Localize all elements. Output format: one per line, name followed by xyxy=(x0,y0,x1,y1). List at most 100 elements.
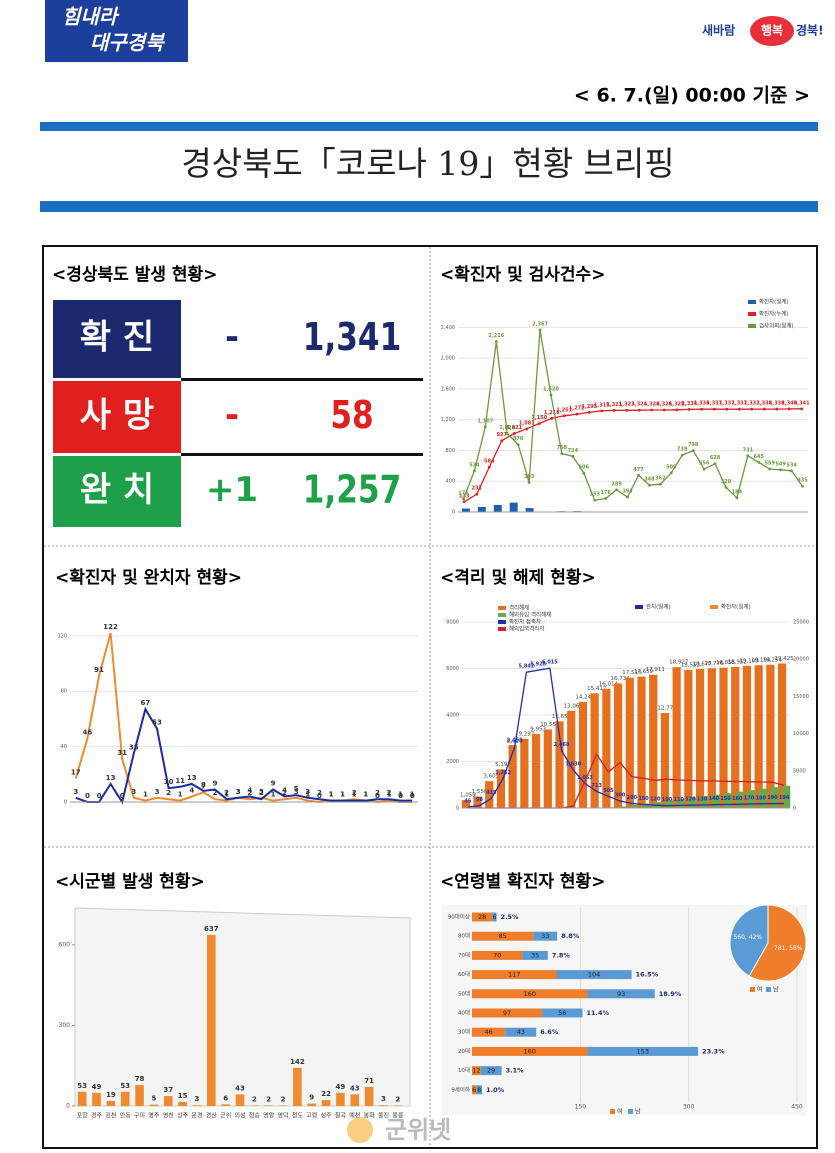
status-label-box xyxy=(53,381,181,453)
point xyxy=(462,500,466,504)
point xyxy=(680,453,684,457)
bar xyxy=(207,934,216,1106)
bar xyxy=(473,796,482,808)
bar xyxy=(106,1100,116,1106)
data-label: 731 xyxy=(743,447,754,453)
data-label: 1 xyxy=(340,791,345,799)
data-label: 1,337 xyxy=(744,401,760,407)
x-tick-label: 450 xyxy=(791,1104,803,1111)
bar xyxy=(531,733,541,808)
data-label: 758 xyxy=(557,445,568,451)
data-label: 12,774 xyxy=(657,705,677,711)
data-label: 49 xyxy=(92,1083,102,1091)
pie-label: 781, 58% xyxy=(774,945,803,952)
data-label: 3 xyxy=(155,788,160,796)
bar xyxy=(307,1103,317,1106)
x-tick-label: 의성 xyxy=(234,1112,245,1120)
data-label: 160 xyxy=(732,796,743,802)
bar xyxy=(472,1066,481,1076)
data-label: 628 xyxy=(710,455,721,461)
point xyxy=(512,432,516,435)
logo-text: 대구경북 xyxy=(90,31,165,55)
y-tick-label: 4000 xyxy=(446,713,459,719)
data-label: 534 xyxy=(786,462,797,468)
point xyxy=(735,496,739,500)
status-change: +1 xyxy=(206,470,258,510)
status-total: 1,257 xyxy=(303,469,402,513)
bar xyxy=(293,1067,302,1106)
data-label: 49 xyxy=(336,1083,346,1091)
point xyxy=(724,485,728,489)
data-label: 2 xyxy=(259,789,264,797)
point xyxy=(637,408,641,412)
bar xyxy=(250,1105,259,1106)
bar xyxy=(766,664,775,808)
data-label: 46 xyxy=(83,728,93,736)
data-label: 120 xyxy=(685,797,696,803)
point xyxy=(600,409,604,413)
legend-swatch xyxy=(498,606,506,610)
bar xyxy=(379,1105,388,1106)
data-label: 117 xyxy=(508,971,520,979)
data-label: 320 xyxy=(721,479,732,485)
data-label: 1,251 xyxy=(556,407,572,413)
data-label: 2 xyxy=(281,1095,286,1103)
data-label: 0 xyxy=(97,792,102,800)
data-label: 1,324 xyxy=(631,402,647,408)
data-label: 1 xyxy=(410,791,415,799)
bar xyxy=(625,677,634,808)
data-label: 1,059 xyxy=(460,793,476,799)
legend-label: 격리해제 xyxy=(509,604,529,612)
bar xyxy=(480,1066,502,1076)
y-tick-label: 9세이하 xyxy=(451,1085,470,1093)
data-label: 289 xyxy=(611,481,622,487)
data-label: 556 xyxy=(699,461,710,467)
data-label: 19 xyxy=(106,1091,116,1099)
bar xyxy=(567,710,576,808)
bar xyxy=(587,1046,699,1056)
point xyxy=(593,498,597,502)
point xyxy=(537,422,541,425)
bar xyxy=(533,931,558,941)
legend-swatch xyxy=(766,987,771,992)
y2-tick-label: 0 xyxy=(793,806,796,812)
share-label: 3.1% xyxy=(506,1067,525,1075)
point xyxy=(762,407,766,411)
data-label: 505 xyxy=(603,788,614,794)
data-label: 11,653 xyxy=(552,714,572,720)
data-label: 78 xyxy=(135,1075,145,1083)
bar xyxy=(613,683,623,808)
bar xyxy=(472,970,557,980)
data-label: 43 xyxy=(517,1028,525,1036)
point xyxy=(571,454,575,458)
pie-slice xyxy=(748,904,807,982)
data-label: 534 xyxy=(469,462,480,468)
data-label: 713 xyxy=(591,783,602,789)
data-label: 160 xyxy=(524,990,536,998)
data-label: 18,855 xyxy=(716,660,736,666)
data-label: 1,338 xyxy=(756,401,772,407)
y-tick-label: 1,600 xyxy=(441,386,455,392)
bar xyxy=(629,805,639,808)
data-label: 0 xyxy=(120,792,125,800)
data-label: 35 xyxy=(129,744,139,752)
data-label: 153 xyxy=(590,492,601,498)
data-label: 584 xyxy=(484,459,495,465)
legend-label: 확진자 접촉자 xyxy=(509,618,541,626)
frame xyxy=(42,245,818,1149)
point xyxy=(675,408,679,412)
data-label: 477 xyxy=(633,467,644,473)
legend-label: 완치(일계) xyxy=(646,603,671,611)
legend-label: 남 xyxy=(773,986,779,994)
logo-badge xyxy=(750,16,794,46)
bar xyxy=(472,931,534,941)
data-label: 93 xyxy=(617,990,625,998)
data-label: 18,553 xyxy=(681,662,701,668)
data-label: 171 xyxy=(458,490,469,496)
point xyxy=(662,408,666,412)
y-tick-label: 800 xyxy=(445,448,455,454)
legend-swatch xyxy=(748,324,756,328)
bar xyxy=(235,1094,245,1106)
panel-title: <격리 및 해제 현황> xyxy=(440,568,596,588)
x-tick-label: 성주 xyxy=(321,1112,333,1120)
